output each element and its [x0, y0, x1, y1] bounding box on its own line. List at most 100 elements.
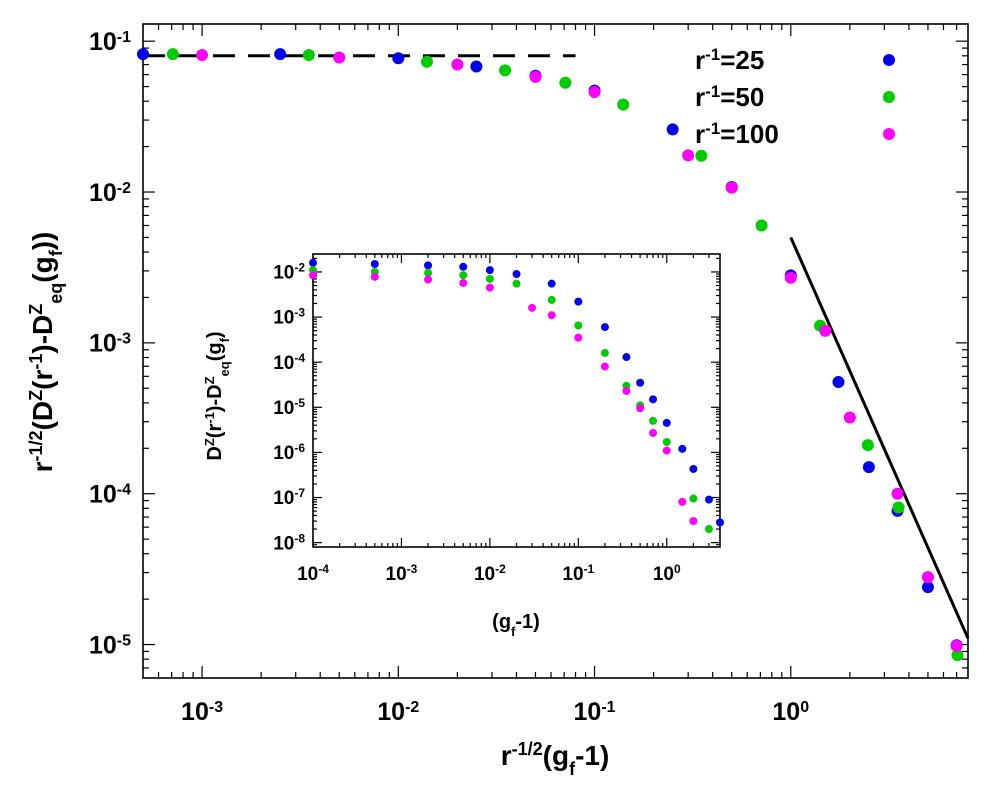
inset-y-title-part: (r — [204, 424, 226, 439]
main-y-tick-label: 10-5 — [89, 631, 131, 659]
inset-point-series-50 — [600, 348, 609, 357]
inset-point-series-100 — [636, 404, 645, 413]
main-x-tick-label: 100 — [772, 698, 809, 726]
tick-exponent: 0 — [800, 699, 809, 716]
legend-base: r — [695, 119, 705, 149]
inset-point-series-50 — [649, 416, 658, 425]
y-title-part: eq — [46, 283, 66, 304]
inset-point-series-50 — [662, 438, 671, 447]
legend-label: r-1=25 — [695, 45, 764, 76]
x-title-part: -1) — [575, 740, 609, 771]
inset-point-series-50 — [459, 271, 468, 280]
legend-sup: -1 — [705, 82, 720, 101]
inset-point-series-25 — [424, 261, 433, 270]
tick-base: 10 — [562, 564, 583, 585]
inset-point-series-25 — [309, 258, 317, 267]
inset-y-tick-label: 10-3 — [273, 306, 305, 329]
tick-exponent: -2 — [117, 179, 131, 196]
main-point-series-25 — [921, 581, 934, 594]
tick-base: 10 — [377, 698, 405, 726]
tick-exponent: 0 — [674, 562, 681, 576]
y-title-part: -1 — [26, 354, 46, 370]
legend-value: =25 — [720, 45, 764, 75]
inset-x-title-part: (g — [492, 611, 511, 633]
tick-base: 10 — [297, 564, 318, 585]
inset-point-series-100 — [649, 428, 658, 437]
tick-base: 10 — [273, 488, 294, 509]
main-point-series-100 — [891, 487, 904, 500]
main-point-series-25 — [274, 48, 287, 61]
inset-x-tick-label: 10-2 — [474, 562, 506, 585]
tick-base: 10 — [273, 443, 294, 464]
legend-label: r-1=50 — [695, 82, 764, 113]
inset-y-title-part: ) — [204, 331, 226, 338]
main-series-100 — [196, 48, 963, 652]
inset-point-series-100 — [689, 517, 698, 526]
main-x-tick-label: 10-2 — [377, 698, 419, 726]
main-plot-frame — [142, 23, 969, 679]
main-point-series-25 — [862, 461, 875, 474]
inset-y-title-part: Z — [202, 438, 217, 446]
inset-point-series-25 — [512, 270, 521, 279]
main-point-series-50 — [166, 48, 179, 61]
inset-y-title-part: )-D — [204, 384, 226, 412]
main-point-series-50 — [951, 649, 964, 662]
inset-point-series-50 — [689, 494, 698, 503]
inset-y-title-part: f — [217, 337, 232, 342]
inset-series-100 — [309, 271, 698, 526]
inset-x-tick-label: 100 — [653, 562, 681, 585]
main-point-series-50 — [755, 219, 768, 232]
inset-y-tick-label: 10-2 — [273, 261, 305, 284]
inset-point-series-25 — [547, 279, 556, 288]
main-y-tick-label: 10-4 — [89, 480, 131, 508]
inset-point-series-100 — [370, 272, 379, 281]
main-point-series-100 — [682, 149, 695, 162]
legend-entry-100: r-1=100 — [695, 119, 895, 149]
inset-point-series-25 — [485, 266, 494, 275]
main-solid-reference-line — [789, 236, 970, 639]
inset-point-series-25 — [600, 323, 609, 332]
inset-plot: 10-4 10-3 10-2 10-1 10010-810-710-610-510-41… — [202, 253, 724, 639]
main-point-series-100 — [588, 86, 601, 99]
y-title-part: Z — [26, 304, 46, 315]
main-point-series-25 — [392, 52, 405, 65]
y-title-part: (g — [27, 256, 58, 282]
main-point-series-25 — [832, 376, 845, 389]
legend-base: r — [695, 45, 705, 75]
tick-exponent: -3 — [294, 306, 305, 320]
tick-exponent: -8 — [294, 531, 305, 545]
y-title-part: (D — [27, 401, 58, 431]
tick-base: 10 — [89, 179, 117, 207]
main-point-series-100 — [196, 48, 209, 61]
inset-point-series-50 — [704, 525, 713, 534]
tick-base: 10 — [653, 564, 674, 585]
inset-y-title-part: (g — [204, 342, 226, 361]
y-title-part: -1/2 — [26, 430, 46, 461]
main-point-series-50 — [617, 98, 630, 111]
y-title-part: )) — [27, 232, 58, 251]
tick-exponent: -1 — [584, 562, 595, 576]
tick-exponent: -2 — [294, 261, 305, 275]
legend-entry-25: r-1=25 — [695, 45, 895, 76]
main-series-50 — [166, 48, 964, 662]
tick-base: 10 — [273, 398, 294, 419]
x-title-sub: f — [569, 759, 576, 779]
y-title-part: )-D — [27, 315, 58, 354]
legend-value: =50 — [720, 82, 764, 112]
inset-x-title-part: f — [511, 624, 516, 639]
inset-point-series-100 — [622, 386, 631, 395]
main-point-series-25 — [137, 48, 149, 61]
tick-exponent: -2 — [495, 562, 506, 576]
inset-background — [313, 254, 720, 547]
main-point-series-100 — [921, 571, 934, 584]
inset-point-series-100 — [424, 275, 433, 284]
x-title-part: r — [501, 740, 512, 771]
legend-sup: -1 — [705, 119, 720, 138]
inset-x-axis-title: (gf-1) — [492, 611, 540, 639]
tick-base: 10 — [574, 698, 602, 726]
main-x-tick-label: 10-3 — [181, 698, 223, 726]
legend-value: =100 — [720, 119, 779, 149]
main-point-series-50 — [892, 501, 905, 514]
inset-y-tick-label: 10-6 — [273, 441, 305, 464]
inset-series-25 — [309, 258, 724, 527]
